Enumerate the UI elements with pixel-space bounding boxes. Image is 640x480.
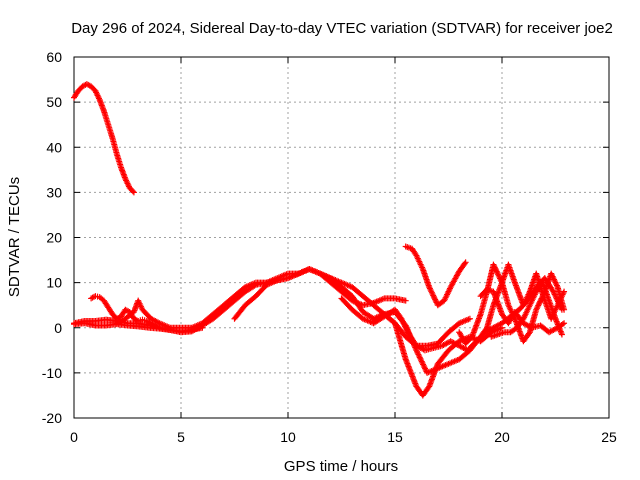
data-point <box>533 305 540 312</box>
data-point <box>130 189 137 196</box>
data-point <box>492 265 499 272</box>
data-point <box>553 295 560 302</box>
series-track-7 <box>402 243 469 309</box>
data-point <box>556 302 563 309</box>
x-tick-label: 20 <box>494 429 510 445</box>
data-point <box>561 288 568 295</box>
data-point <box>431 295 438 302</box>
data-point <box>491 262 498 269</box>
data-point <box>558 305 565 312</box>
data-points <box>71 81 568 399</box>
data-point <box>496 274 503 281</box>
data-point <box>426 285 433 292</box>
y-tick-label: -10 <box>42 365 62 381</box>
data-point <box>550 288 557 295</box>
series-track-11 <box>477 286 568 336</box>
tick-marks <box>73 56 610 419</box>
data-point <box>429 291 436 298</box>
series-track-12 <box>338 275 565 354</box>
data-point <box>428 288 435 295</box>
y-tick-label: -20 <box>42 410 62 426</box>
x-tick-label: 25 <box>601 429 617 445</box>
y-tick-label: 60 <box>46 49 62 65</box>
data-point <box>551 291 558 298</box>
data-point <box>494 269 501 276</box>
y-tick-label: 0 <box>54 320 62 336</box>
data-point <box>561 320 568 327</box>
data-point <box>493 268 500 275</box>
data-point <box>430 293 437 300</box>
data-point <box>554 298 561 305</box>
data-point <box>497 276 504 283</box>
data-point <box>432 296 439 303</box>
data-point <box>533 306 540 313</box>
data-point <box>534 303 541 310</box>
chart-title: Day 296 of 2024, Sidereal Day-to-day VTE… <box>71 20 613 37</box>
data-point <box>551 290 558 297</box>
data-point <box>466 315 473 322</box>
data-point <box>491 264 498 271</box>
data-point <box>497 275 504 282</box>
y-tick-labels: -20 -10 0 10 20 30 40 50 60 <box>42 49 62 426</box>
data-point <box>462 259 469 266</box>
data-point <box>129 188 136 195</box>
data-point <box>556 301 563 308</box>
data-point <box>490 261 497 268</box>
x-axis-title: GPS time / hours <box>284 458 398 475</box>
data-point <box>552 294 559 301</box>
data-point <box>537 298 544 305</box>
data-point <box>536 299 543 306</box>
y-axis-title: SDTVAR / TECUs <box>6 177 23 297</box>
data-point <box>493 267 500 274</box>
x-tick-label: 15 <box>387 429 403 445</box>
x-tick-label: 0 <box>70 429 78 445</box>
x-tick-label: 10 <box>280 429 296 445</box>
data-point <box>495 271 502 278</box>
data-point <box>558 306 565 313</box>
y-tick-label: 40 <box>46 139 62 155</box>
data-point <box>427 286 434 293</box>
x-tick-label: 5 <box>177 429 185 445</box>
x-tick-labels: 0 5 10 15 20 25 <box>70 429 617 445</box>
data-point <box>498 278 505 285</box>
series-track-1 <box>71 81 137 196</box>
y-tick-label: 10 <box>46 275 62 291</box>
y-tick-label: 20 <box>46 230 62 246</box>
data-point <box>428 289 435 296</box>
data-point <box>559 321 566 328</box>
data-point <box>537 296 544 303</box>
data-point <box>539 294 546 301</box>
data-point <box>535 302 542 309</box>
y-tick-label: 50 <box>46 94 62 110</box>
data-point <box>461 260 468 267</box>
data-point <box>426 284 433 291</box>
data-point <box>552 292 559 299</box>
series-track-4 <box>88 293 163 331</box>
data-point <box>557 303 564 310</box>
data-point <box>538 295 545 302</box>
data-point <box>525 330 532 337</box>
data-point <box>495 272 502 279</box>
data-point <box>554 296 561 303</box>
data-point <box>555 299 562 306</box>
data-point <box>432 298 439 305</box>
data-point <box>430 292 437 299</box>
data-point <box>535 301 542 308</box>
data-point <box>402 297 409 304</box>
y-tick-label: 30 <box>46 184 62 200</box>
data-point <box>558 331 565 338</box>
